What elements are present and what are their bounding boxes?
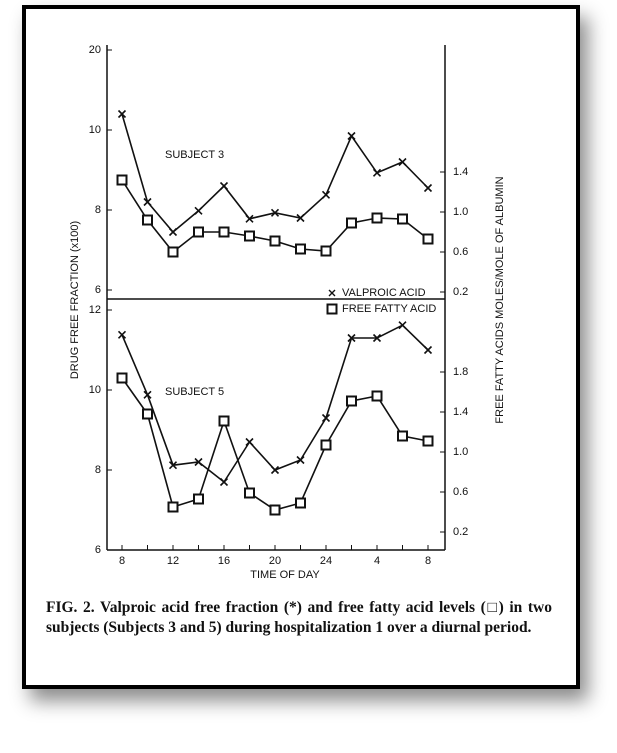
square-marker [244,230,255,242]
x-tick-label: 20 [269,555,281,567]
y2-tick-label: 1.0 [453,446,468,458]
legend-label: VALPROIC ACID [342,287,426,299]
x-marker [194,457,203,467]
x-marker [296,455,305,465]
square-marker [269,235,281,247]
x-marker [398,321,407,330]
x-marker [168,227,178,237]
y2-tick-label: 1.4 [453,166,468,178]
x-marker [398,157,407,167]
x-marker [219,181,229,191]
y-tick-label: 8 [95,464,101,476]
legend-marker [326,303,338,315]
y2-tick-label: 0.2 [453,286,468,298]
x-marker [245,437,254,447]
square-marker [320,439,332,451]
y2-tick-label: 0.6 [453,486,468,498]
x-tick-label: 12 [167,555,179,567]
square-marker [167,246,179,258]
x-axis-label: TIME OF DAY [250,569,320,581]
square-marker [116,372,128,384]
y-tick-label: 6 [95,544,101,556]
y2-tick-label: 0.6 [453,246,468,258]
y2-tick-label: 0.2 [453,526,468,538]
square-marker [422,233,434,245]
x-marker [347,131,356,141]
y-tick-label: 8 [95,204,101,216]
square-marker [116,174,128,186]
x-tick-label: 8 [119,555,125,567]
square-marker [295,243,306,255]
figure-frame [22,5,580,689]
square-marker [320,245,332,257]
y-tick-label: 12 [89,304,101,316]
y-tick-label: 10 [89,384,101,396]
square-marker [346,217,357,229]
x-marker [168,461,178,470]
panel-annotation: SUBJECT 5 [165,386,224,398]
panel-annotation: SUBJECT 3 [165,149,224,161]
y2-tick-label: 1.0 [453,206,468,218]
square-marker [193,226,204,238]
x-marker [372,333,382,343]
square-marker [142,214,153,226]
x-tick-label: 16 [218,555,230,567]
square-marker [244,487,255,499]
y2-axis-label: FREE FATTY ACIDS MOLES/MOLE OF ALBUMIN [494,176,506,423]
square-marker [397,213,408,225]
y-tick-label: 10 [89,124,101,136]
x-marker [270,208,280,217]
x-tick-label: 4 [374,555,380,567]
y2-tick-label: 1.4 [453,406,468,418]
x-marker [321,413,331,423]
y-tick-label: 20 [89,44,101,56]
legend-marker [328,289,336,297]
x-marker [347,333,356,343]
x-marker [143,197,152,207]
square-marker [422,435,434,447]
caption: FIG. 2. Valproic acid free fraction (*) … [46,599,552,636]
square-marker [295,497,306,509]
y-tick-label: 6 [95,284,101,296]
square-marker [218,415,230,427]
x-tick-label: 24 [320,555,332,567]
square-marker [269,504,281,516]
x-marker [321,190,331,199]
x-marker [372,168,382,177]
x-marker [219,477,229,487]
x-marker [270,465,280,475]
x-marker [423,183,433,193]
square-marker [371,390,383,402]
x-marker [117,330,127,339]
square-marker [371,212,383,224]
x-marker [245,214,254,223]
square-marker [193,493,204,505]
square-marker [167,501,179,513]
x-marker [423,345,433,355]
y-axis-label: DRUG FREE FRACTION (x100) [69,221,81,379]
x-marker [143,390,152,399]
y2-tick-label: 1.8 [453,366,468,378]
x-marker [194,206,203,215]
square-marker [397,430,408,442]
x-marker [117,109,127,119]
square-marker [346,395,357,407]
square-marker [142,408,153,420]
square-marker [218,226,230,238]
x-tick-label: 8 [425,555,431,567]
x-marker [296,213,305,223]
legend-label: FREE FATTY ACID [342,303,436,315]
